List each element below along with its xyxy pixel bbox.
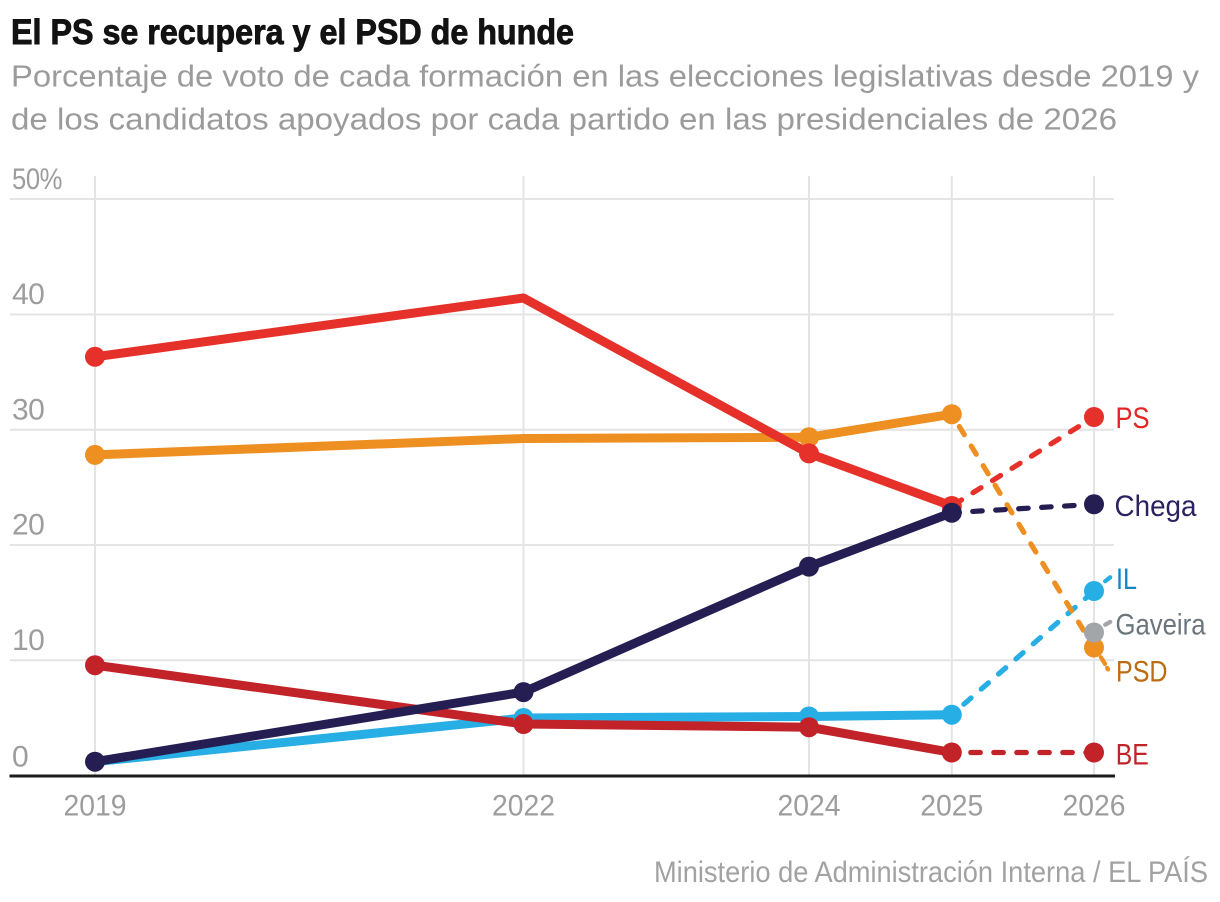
svg-text:Ministerio de Administración I: Ministerio de Administración Interna / E…	[654, 856, 1208, 889]
svg-text:Gaveira: Gaveira	[1116, 609, 1206, 642]
svg-text:BE: BE	[1116, 739, 1149, 772]
svg-text:0: 0	[12, 740, 28, 773]
svg-text:10: 10	[12, 624, 44, 657]
svg-text:PSD: PSD	[1116, 656, 1168, 689]
svg-text:Porcentaje de voto de cada for: Porcentaje de voto de cada formación en …	[11, 59, 1200, 94]
svg-text:20: 20	[12, 509, 44, 542]
svg-text:2026: 2026	[1063, 790, 1126, 823]
svg-text:2022: 2022	[492, 790, 555, 823]
svg-text:30: 30	[12, 394, 44, 427]
svg-text:50%: 50%	[12, 163, 62, 196]
svg-text:IL: IL	[1116, 563, 1137, 596]
svg-text:2024: 2024	[778, 790, 841, 823]
svg-text:Chega: Chega	[1115, 490, 1197, 523]
svg-text:PS: PS	[1116, 402, 1150, 435]
svg-text:2025: 2025	[920, 790, 983, 823]
svg-text:2019: 2019	[64, 790, 127, 823]
svg-text:El PS se recupera y el PSD de: El PS se recupera y el PSD de hunde	[11, 13, 574, 52]
svg-text:40: 40	[12, 278, 44, 311]
svg-text:de los candidatos apoyados por: de los candidatos apoyados por cada part…	[11, 102, 1117, 137]
